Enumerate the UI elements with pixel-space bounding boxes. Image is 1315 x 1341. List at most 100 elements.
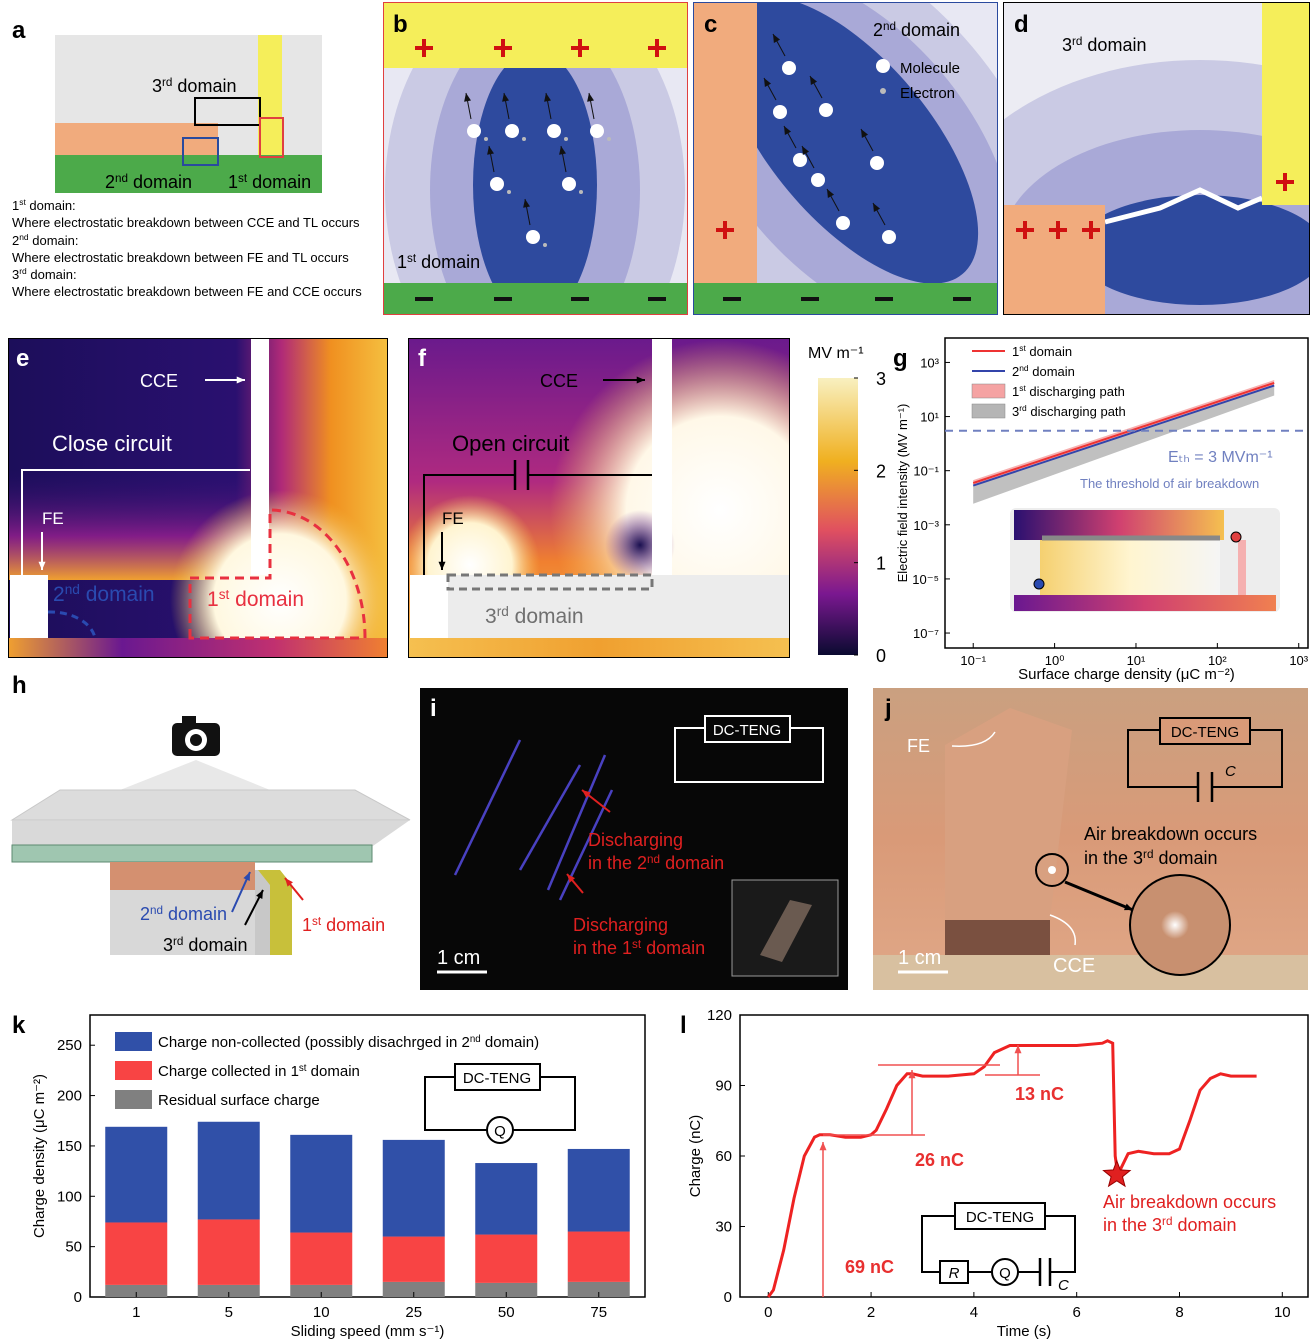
y-tick-label: 10⁻⁷ bbox=[913, 626, 939, 641]
bar-segment bbox=[105, 1222, 167, 1284]
device-front bbox=[945, 920, 1050, 958]
label: CCE bbox=[140, 371, 178, 391]
x-tick-label: 25 bbox=[405, 1304, 422, 1321]
y-tick-label: 90 bbox=[715, 1078, 732, 1095]
glass-front bbox=[12, 820, 410, 848]
legend-marker bbox=[876, 59, 890, 73]
legend-label: 1st discharging path bbox=[1012, 383, 1125, 399]
plot-area bbox=[90, 1015, 645, 1297]
panel-label: l bbox=[680, 1012, 687, 1039]
annotation: 26 nC bbox=[915, 1150, 964, 1170]
shape bbox=[258, 35, 282, 155]
panel-label: e bbox=[16, 345, 29, 372]
bar-segment bbox=[105, 1127, 167, 1223]
molecule bbox=[870, 156, 884, 170]
label: 1 cm bbox=[437, 947, 480, 969]
annotation: 13 nC bbox=[1015, 1084, 1064, 1104]
shape bbox=[8, 638, 388, 658]
plot-area bbox=[740, 1015, 1308, 1297]
colorbar bbox=[818, 378, 858, 655]
field-core bbox=[1075, 195, 1315, 305]
label: DC-TENG bbox=[463, 1070, 531, 1087]
panel-label: a bbox=[12, 17, 26, 44]
friction-electrode bbox=[110, 862, 255, 890]
inset-field bbox=[1014, 595, 1276, 611]
inset-point bbox=[1034, 579, 1044, 589]
bar-segment bbox=[568, 1232, 630, 1282]
molecule bbox=[526, 230, 540, 244]
molecule bbox=[490, 177, 504, 191]
shape bbox=[251, 338, 269, 575]
colorbar-tick-label: 3 bbox=[876, 369, 886, 389]
figure: a3rd domain2nd domain1st domain1st domai… bbox=[0, 0, 1315, 1341]
y-tick-label: 150 bbox=[57, 1138, 82, 1155]
molecule bbox=[836, 216, 850, 230]
electron bbox=[484, 137, 488, 141]
minus-sign bbox=[801, 297, 819, 301]
panel-label: f bbox=[418, 345, 427, 372]
panel-label: i bbox=[430, 695, 437, 722]
page: { "panels": { "a": {"label": "a", "domai… bbox=[0, 0, 1315, 1341]
legend-marker bbox=[880, 88, 886, 94]
panel-e bbox=[8, 338, 390, 710]
electron bbox=[543, 243, 547, 247]
label: R bbox=[949, 1265, 960, 1282]
x-tick-label: 1 bbox=[132, 1304, 140, 1321]
legend-marker bbox=[115, 1090, 152, 1109]
minus-sign bbox=[875, 297, 893, 301]
label: Air breakdown occurs bbox=[1084, 824, 1257, 844]
label: FE bbox=[42, 509, 64, 528]
bar-segment bbox=[383, 1140, 445, 1237]
y-tick-label: 10⁻¹ bbox=[913, 464, 939, 479]
minus-sign bbox=[648, 297, 666, 301]
y-tick-label: 200 bbox=[57, 1088, 82, 1105]
y-tick-label: 0 bbox=[724, 1289, 732, 1306]
y-tick-label: 10³ bbox=[920, 355, 939, 370]
panel-label: c bbox=[704, 11, 717, 38]
molecule bbox=[547, 124, 561, 138]
label: Molecule bbox=[900, 60, 960, 77]
annotation: The threshold of air breakdown bbox=[1080, 476, 1259, 491]
annotation: Eₜₕ = 3 MVm⁻¹ bbox=[1168, 449, 1273, 466]
y-tick-label: 250 bbox=[57, 1037, 82, 1054]
bar-segment bbox=[198, 1219, 260, 1284]
x-tick-label: 8 bbox=[1175, 1304, 1183, 1321]
molecule bbox=[562, 177, 576, 191]
shape bbox=[408, 638, 790, 658]
shape bbox=[652, 338, 672, 575]
label: Where electrostatic breakdown between CC… bbox=[12, 215, 360, 230]
electron bbox=[607, 137, 611, 141]
camera-lens bbox=[190, 734, 202, 746]
label: CCE bbox=[540, 371, 578, 391]
bar-segment bbox=[290, 1135, 352, 1233]
x-tick-label: 5 bbox=[225, 1304, 233, 1321]
y-axis-label: Charge density (μC m⁻²) bbox=[31, 1074, 48, 1238]
panel-label: d bbox=[1014, 11, 1029, 38]
panel-label: b bbox=[393, 11, 408, 38]
spark bbox=[1048, 866, 1056, 874]
y-tick-label: 60 bbox=[715, 1148, 732, 1165]
y-axis-label: Charge (nC) bbox=[687, 1115, 704, 1198]
y-tick-label: 120 bbox=[707, 1007, 732, 1024]
legend-marker bbox=[972, 404, 1005, 418]
minus-sign bbox=[723, 297, 741, 301]
label: C bbox=[1225, 763, 1236, 780]
minus-sign bbox=[571, 297, 589, 301]
legend-label: Residual surface charge bbox=[158, 1092, 320, 1109]
electron bbox=[564, 137, 568, 141]
label: Q bbox=[494, 1123, 506, 1140]
molecule bbox=[467, 124, 481, 138]
label: DC-TENG bbox=[966, 1209, 1034, 1226]
y-tick-label: 10⁻⁵ bbox=[912, 572, 939, 587]
label: 2nd domain: bbox=[12, 232, 79, 248]
glass-plate bbox=[12, 845, 372, 862]
y-tick-label: 50 bbox=[65, 1239, 82, 1256]
inset-path bbox=[1238, 540, 1246, 595]
x-axis-label: Surface charge density (μC m⁻²) bbox=[1018, 666, 1235, 683]
molecule bbox=[782, 61, 796, 75]
x-tick-label: 10 bbox=[313, 1304, 330, 1321]
bar-segment bbox=[568, 1149, 630, 1232]
panel-label: k bbox=[12, 1012, 26, 1039]
annotation: 69 nC bbox=[845, 1257, 894, 1277]
legend-label: 3rd discharging path bbox=[1012, 403, 1126, 419]
